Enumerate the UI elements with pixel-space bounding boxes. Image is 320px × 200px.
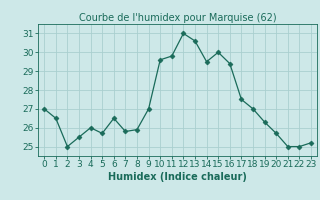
Title: Courbe de l'humidex pour Marquise (62): Courbe de l'humidex pour Marquise (62)	[79, 13, 276, 23]
X-axis label: Humidex (Indice chaleur): Humidex (Indice chaleur)	[108, 172, 247, 182]
